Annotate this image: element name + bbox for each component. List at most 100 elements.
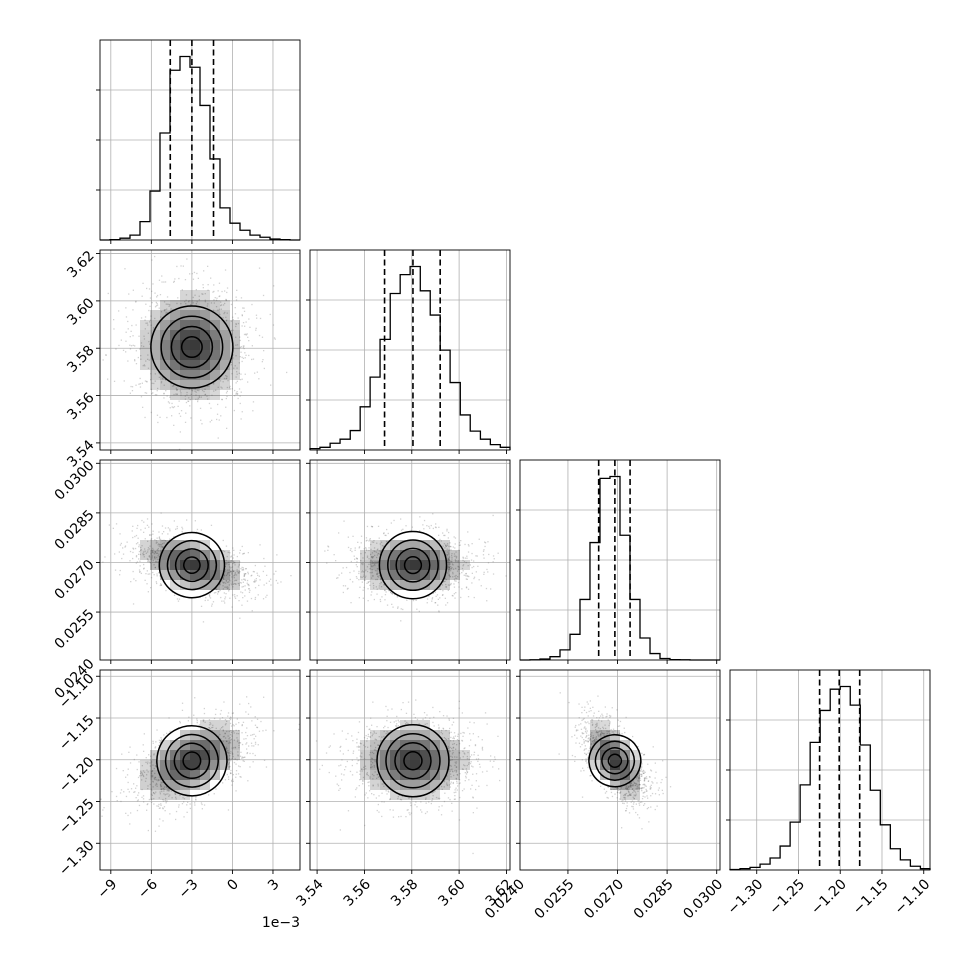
scatter-point xyxy=(141,772,143,774)
scatter-point xyxy=(204,394,206,396)
scatter-point xyxy=(176,598,179,600)
scatter-point xyxy=(182,265,184,267)
scatter-point xyxy=(102,809,104,811)
scatter-point xyxy=(216,588,218,591)
scatter-point xyxy=(391,603,393,605)
scatter-point xyxy=(237,751,239,753)
scatter-point xyxy=(147,324,149,326)
scatter-point xyxy=(350,548,352,550)
scatter-point xyxy=(439,585,441,588)
scatter-point xyxy=(366,556,369,558)
scatter-point xyxy=(154,551,156,553)
scatter-point xyxy=(483,571,485,573)
scatter-point xyxy=(131,390,134,392)
scatter-point xyxy=(380,541,383,543)
scatter-point xyxy=(157,561,159,563)
scatter-point xyxy=(251,734,254,736)
scatter-point xyxy=(455,592,457,594)
scatter-point xyxy=(239,742,241,744)
scatter-point xyxy=(280,581,282,583)
scatter-point xyxy=(151,523,153,525)
scatter-point xyxy=(461,567,464,570)
scatter-point xyxy=(376,568,379,570)
scatter-point xyxy=(165,313,167,315)
density-cell xyxy=(410,570,420,580)
scatter-point xyxy=(374,550,376,553)
scatter-point xyxy=(147,785,149,787)
density-cell xyxy=(190,300,200,310)
scatter-point xyxy=(450,582,452,585)
scatter-point xyxy=(125,795,128,798)
scatter-point xyxy=(467,544,470,546)
scatter-point xyxy=(213,383,215,385)
scatter-point xyxy=(237,733,240,735)
density-cell xyxy=(210,330,220,340)
scatter-point xyxy=(234,574,236,576)
scatter-point xyxy=(248,702,250,705)
scatter-point xyxy=(225,316,227,318)
scatter-point xyxy=(218,583,221,585)
scatter-point xyxy=(158,543,160,545)
scatter-point xyxy=(179,390,181,392)
scatter-point xyxy=(129,550,132,553)
scatter-point xyxy=(195,289,197,291)
contour-line xyxy=(403,555,423,575)
scatter-point xyxy=(230,560,232,562)
scatter-point xyxy=(451,553,453,555)
density-cell xyxy=(160,550,170,560)
scatter-point xyxy=(392,606,394,608)
scatter-point xyxy=(447,568,450,571)
scatter-point xyxy=(377,570,379,572)
scatter-point xyxy=(135,324,137,326)
scatter-point xyxy=(356,558,358,560)
density-cell xyxy=(430,560,440,570)
density-cell xyxy=(150,550,160,560)
scatter-point xyxy=(471,582,473,584)
scatter-point xyxy=(156,556,158,559)
scatter-point xyxy=(229,552,231,554)
scatter-point xyxy=(368,563,370,565)
scatter-point xyxy=(226,287,229,289)
scatter-point xyxy=(446,554,448,556)
scatter-point xyxy=(132,289,134,291)
scatter-point xyxy=(151,382,153,384)
scatter-point xyxy=(150,553,152,555)
scatter-point xyxy=(187,400,190,402)
scatter-point xyxy=(241,724,243,727)
density-cell xyxy=(380,560,390,570)
density-cell xyxy=(220,310,230,320)
scatter-point xyxy=(438,534,440,536)
scatter-point xyxy=(124,545,127,547)
scatter-point xyxy=(465,561,467,564)
scatter-point xyxy=(228,584,230,586)
scatter-point xyxy=(490,588,492,590)
scatter-point xyxy=(144,328,146,330)
scatter-point xyxy=(130,330,132,332)
scatter-point xyxy=(168,717,170,719)
scatter-point xyxy=(156,304,159,306)
scatter-point xyxy=(365,575,367,577)
scatter-point xyxy=(376,542,378,544)
scatter-point xyxy=(143,554,145,556)
scatter-point xyxy=(443,534,445,537)
scatter-point xyxy=(224,586,226,588)
scatter-point xyxy=(144,550,146,552)
scatter-point xyxy=(448,567,451,569)
scatter-point xyxy=(402,608,404,611)
histogram-outline xyxy=(309,265,511,450)
scatter-point xyxy=(229,597,231,599)
scatter-point xyxy=(232,755,234,758)
scatter-point xyxy=(228,767,230,769)
scatter-point xyxy=(148,309,150,312)
scatter-point xyxy=(210,277,212,279)
scatter-point xyxy=(388,589,390,592)
scatter-point xyxy=(180,392,182,394)
scatter-point xyxy=(156,302,158,305)
scatter-point xyxy=(143,521,145,523)
density-cell xyxy=(170,340,180,350)
scatter-point xyxy=(423,528,425,530)
scatter-point xyxy=(200,396,202,398)
scatter-point xyxy=(147,358,149,360)
scatter-point xyxy=(167,533,169,535)
scatter-point xyxy=(461,572,463,574)
